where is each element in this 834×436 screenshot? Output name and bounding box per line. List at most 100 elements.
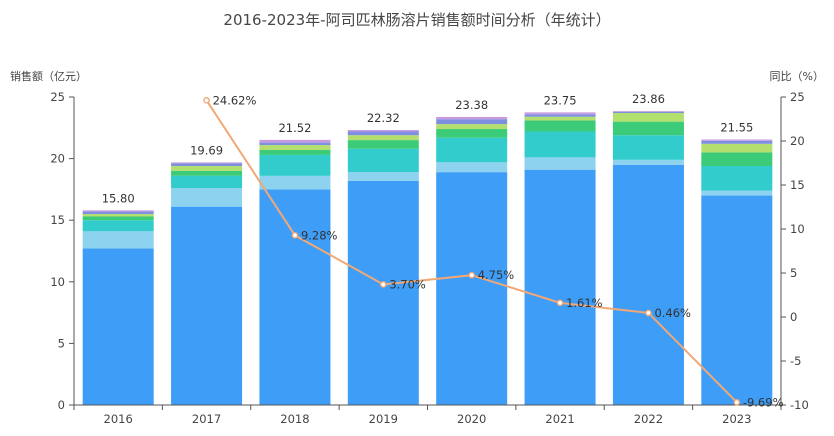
x-tick-label: 2017 — [192, 412, 221, 426]
bar-segment — [436, 172, 508, 405]
y-tick-label: 0 — [58, 398, 65, 412]
chart-title: 2016-2023年-阿司匹林肠溶片销售额时间分析（年统计） — [223, 11, 611, 29]
yoy-data-label: -9.69% — [743, 395, 784, 409]
axes-layer: 0 5 10 15 20 25 -10 -5 0 5 10 15 20 25 2016 2017 2018 201… — [50, 90, 808, 426]
x-tick-label: 2016 — [104, 412, 133, 426]
bar-segment — [82, 231, 154, 249]
y-tick-label: 20 — [50, 152, 65, 166]
x-tick-label: 2018 — [280, 412, 309, 426]
bar-total-label: 23.86 — [632, 92, 665, 106]
bar-segment — [259, 154, 331, 176]
bar-segment — [701, 139, 773, 141]
bar-segment — [347, 172, 419, 181]
bar-segment — [436, 119, 508, 125]
yoy-data-label: 1.61% — [566, 296, 603, 310]
yoy-point — [556, 299, 564, 307]
bar-segment — [436, 129, 508, 138]
bar-segment — [82, 214, 154, 217]
bar-total-label: 15.80 — [102, 191, 135, 205]
bar-segment — [171, 163, 243, 166]
bar-segment — [612, 164, 684, 405]
yoy-point — [291, 232, 299, 239]
bar-total-label: 23.75 — [544, 93, 577, 107]
y2-tick-label: -5 — [790, 354, 801, 368]
yoy-data-label: 9.28% — [301, 228, 338, 242]
y2-tick-label: 5 — [790, 266, 797, 280]
bar-segment — [701, 143, 773, 153]
bar-segment — [701, 140, 773, 144]
bar-segment — [436, 124, 508, 130]
yoy-point — [468, 271, 475, 279]
bar-segment — [701, 195, 773, 405]
bar-segment — [524, 169, 596, 405]
bar-segment — [259, 175, 331, 190]
bar-segment — [612, 159, 684, 165]
bar-segment — [612, 111, 684, 114]
yoy-point — [733, 398, 741, 406]
bar-segment — [259, 189, 331, 405]
bar-segment — [259, 145, 331, 150]
bar-segment — [524, 112, 596, 115]
bar-segment — [701, 190, 773, 196]
x-tick-label: 2019 — [369, 412, 398, 426]
bar-segment — [347, 135, 419, 141]
bar-segment — [171, 175, 243, 189]
y2-axis-title: 同比（%） — [770, 70, 824, 83]
bar-segment — [612, 113, 684, 122]
bar-segment — [347, 140, 419, 149]
y-tick-label: 5 — [58, 336, 65, 350]
bar-segment — [171, 206, 243, 405]
y2-tick-label: 15 — [790, 178, 805, 192]
bar-segment — [701, 152, 773, 166]
bar-segment — [347, 180, 419, 405]
bar-segment — [524, 116, 596, 121]
y-axis-title: 销售额（亿元） — [10, 69, 87, 83]
y2-tick-label: 0 — [790, 310, 797, 324]
yoy-point — [645, 309, 652, 317]
bar-total-label: 21.52 — [278, 121, 311, 135]
bar-segment — [171, 188, 243, 207]
bar-segment — [701, 165, 773, 191]
yoy-point — [203, 97, 210, 104]
bar-segment — [82, 210, 154, 212]
bar-segment — [524, 157, 596, 170]
bar-segment — [82, 220, 154, 232]
bar-segment — [171, 165, 243, 171]
y-tick-label: 10 — [50, 275, 65, 289]
bar-segment — [436, 116, 508, 120]
x-tick-label: 2021 — [545, 412, 574, 426]
yoy-data-label: 4.75% — [478, 268, 515, 282]
bar-segment — [171, 162, 243, 164]
bars-layer: 15.80 19.69 21.52 22.32 23.38 23.75 23.86 21.55 — [82, 92, 773, 405]
y2-tick-label: 10 — [790, 222, 805, 236]
bar-total-label: 22.32 — [367, 111, 400, 125]
bar-segment — [612, 111, 684, 112]
bar-segment — [82, 216, 154, 221]
bar-segment — [259, 149, 331, 155]
bar-segment — [524, 120, 596, 132]
bar-segment — [436, 162, 508, 173]
bar-segment — [82, 248, 154, 405]
x-tick-label: 2022 — [634, 412, 663, 426]
bar-segment — [347, 148, 419, 173]
bar-segment — [524, 114, 596, 117]
bar-segment — [524, 131, 596, 158]
bar-total-label: 21.55 — [720, 121, 753, 135]
bar-segment — [82, 211, 154, 215]
bar-segment — [347, 131, 419, 136]
y2-tick-label: 25 — [790, 90, 805, 104]
bar-segment — [259, 142, 331, 146]
bar-segment — [347, 130, 419, 132]
x-tick-label: 2020 — [457, 412, 486, 426]
bar-total-label: 19.69 — [190, 143, 223, 157]
yoy-point — [380, 281, 387, 288]
y-tick-label: 25 — [50, 90, 65, 104]
yoy-line-layer: 24.62% 9.28% 3.70% 4.75% 1.61% 0.46% -9.69% — [203, 93, 784, 409]
bar-segment — [259, 139, 331, 143]
yoy-data-label: 24.62% — [213, 93, 257, 107]
bar-segment — [171, 170, 243, 176]
y-tick-label: 15 — [50, 213, 65, 227]
x-tick-label: 2023 — [722, 412, 751, 426]
y2-tick-label: -10 — [790, 398, 809, 412]
bar-segment — [612, 121, 684, 136]
